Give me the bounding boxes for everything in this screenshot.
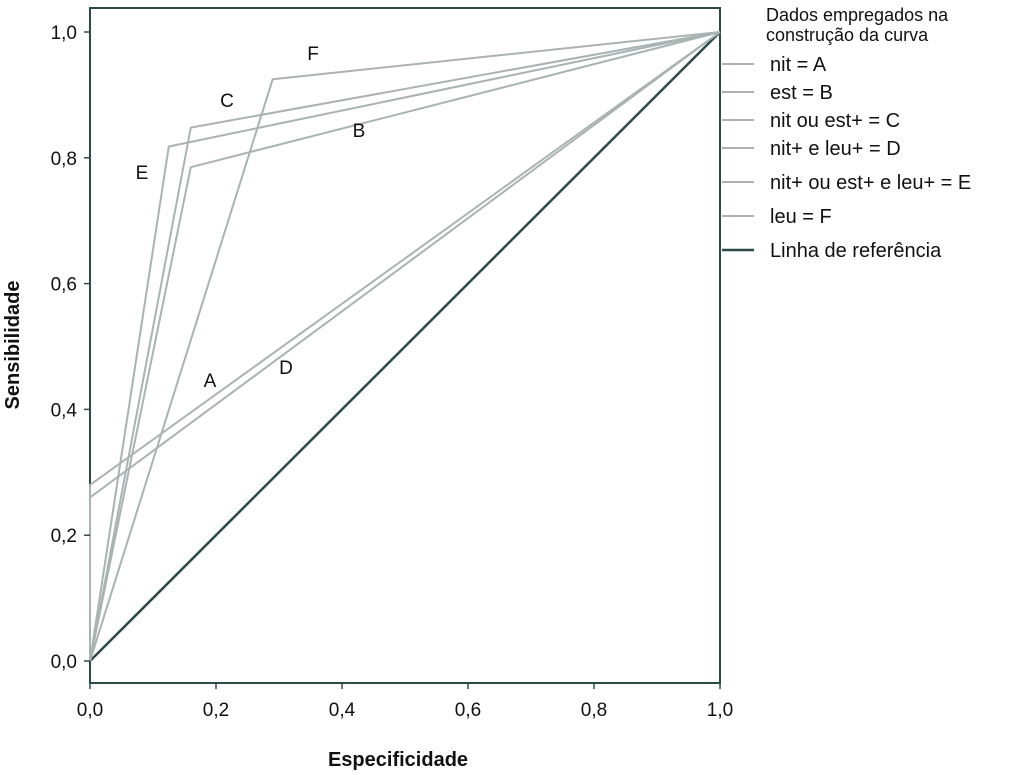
x-tick-label: 0,6 <box>455 700 481 721</box>
x-tick-label: 1,0 <box>707 700 733 721</box>
legend-entry: nit+ e leu+ = D <box>770 138 901 160</box>
x-tick-label: 0,4 <box>329 700 356 721</box>
legend-title-line: construção da curva <box>766 25 929 45</box>
curve-label-f: F <box>307 44 319 65</box>
reference-line <box>89 31 721 662</box>
curve-label-c: C <box>220 91 234 112</box>
y-tick-label: 0,4 <box>51 400 78 421</box>
legend-title: Dados empregados na construção da curva <box>766 5 949 45</box>
plot-frame <box>89 7 721 684</box>
legend: Dados empregados na construção da curva n… <box>722 5 971 262</box>
y-tick-label: 0,0 <box>51 652 77 673</box>
legend-entry: nit ou est+ = C <box>770 110 900 132</box>
roc-curve-c <box>89 31 721 662</box>
y-tick-label: 1,0 <box>51 23 77 44</box>
legend-entry: est = B <box>770 82 833 104</box>
y-axis-title: Sensibilidade <box>2 281 24 410</box>
x-axis-title: Especificidade <box>328 749 468 771</box>
legend-entry: Linha de referência <box>770 240 942 262</box>
x-tick-label: 0,0 <box>77 700 103 721</box>
x-tick-label: 0,8 <box>581 700 607 721</box>
y-tick-label: 0,8 <box>51 149 77 170</box>
roc-curve-f <box>89 31 721 662</box>
x-tick-label: 0,2 <box>203 700 229 721</box>
legend-title-line: Dados empregados na <box>766 5 949 25</box>
roc-curve-b <box>89 31 721 662</box>
curve-label-b: B <box>353 121 366 142</box>
curve-label-d: D <box>279 358 293 379</box>
reference-line-group <box>89 31 721 662</box>
legend-entry: leu = F <box>770 206 832 228</box>
roc-curve-d <box>89 31 721 661</box>
legend-entry: nit = A <box>770 54 827 76</box>
legend-entry: nit+ ou est+ e leu+ = E <box>770 172 971 194</box>
curve-label-a: A <box>204 371 217 392</box>
axis-ticks: 0,0 0,0 0,2 0,2 0,4 0,4 0,6 0,6 0,8 0,8 1,0 1,0 <box>51 23 734 721</box>
y-tick-label: 0,2 <box>51 526 77 547</box>
plot-border <box>89 7 721 684</box>
roc-curves <box>89 31 721 662</box>
y-tick-label: 0,6 <box>51 275 77 296</box>
curve-labels: A B C D E F <box>136 44 366 392</box>
curve-label-e: E <box>136 163 149 184</box>
roc-curve-e <box>89 31 721 662</box>
